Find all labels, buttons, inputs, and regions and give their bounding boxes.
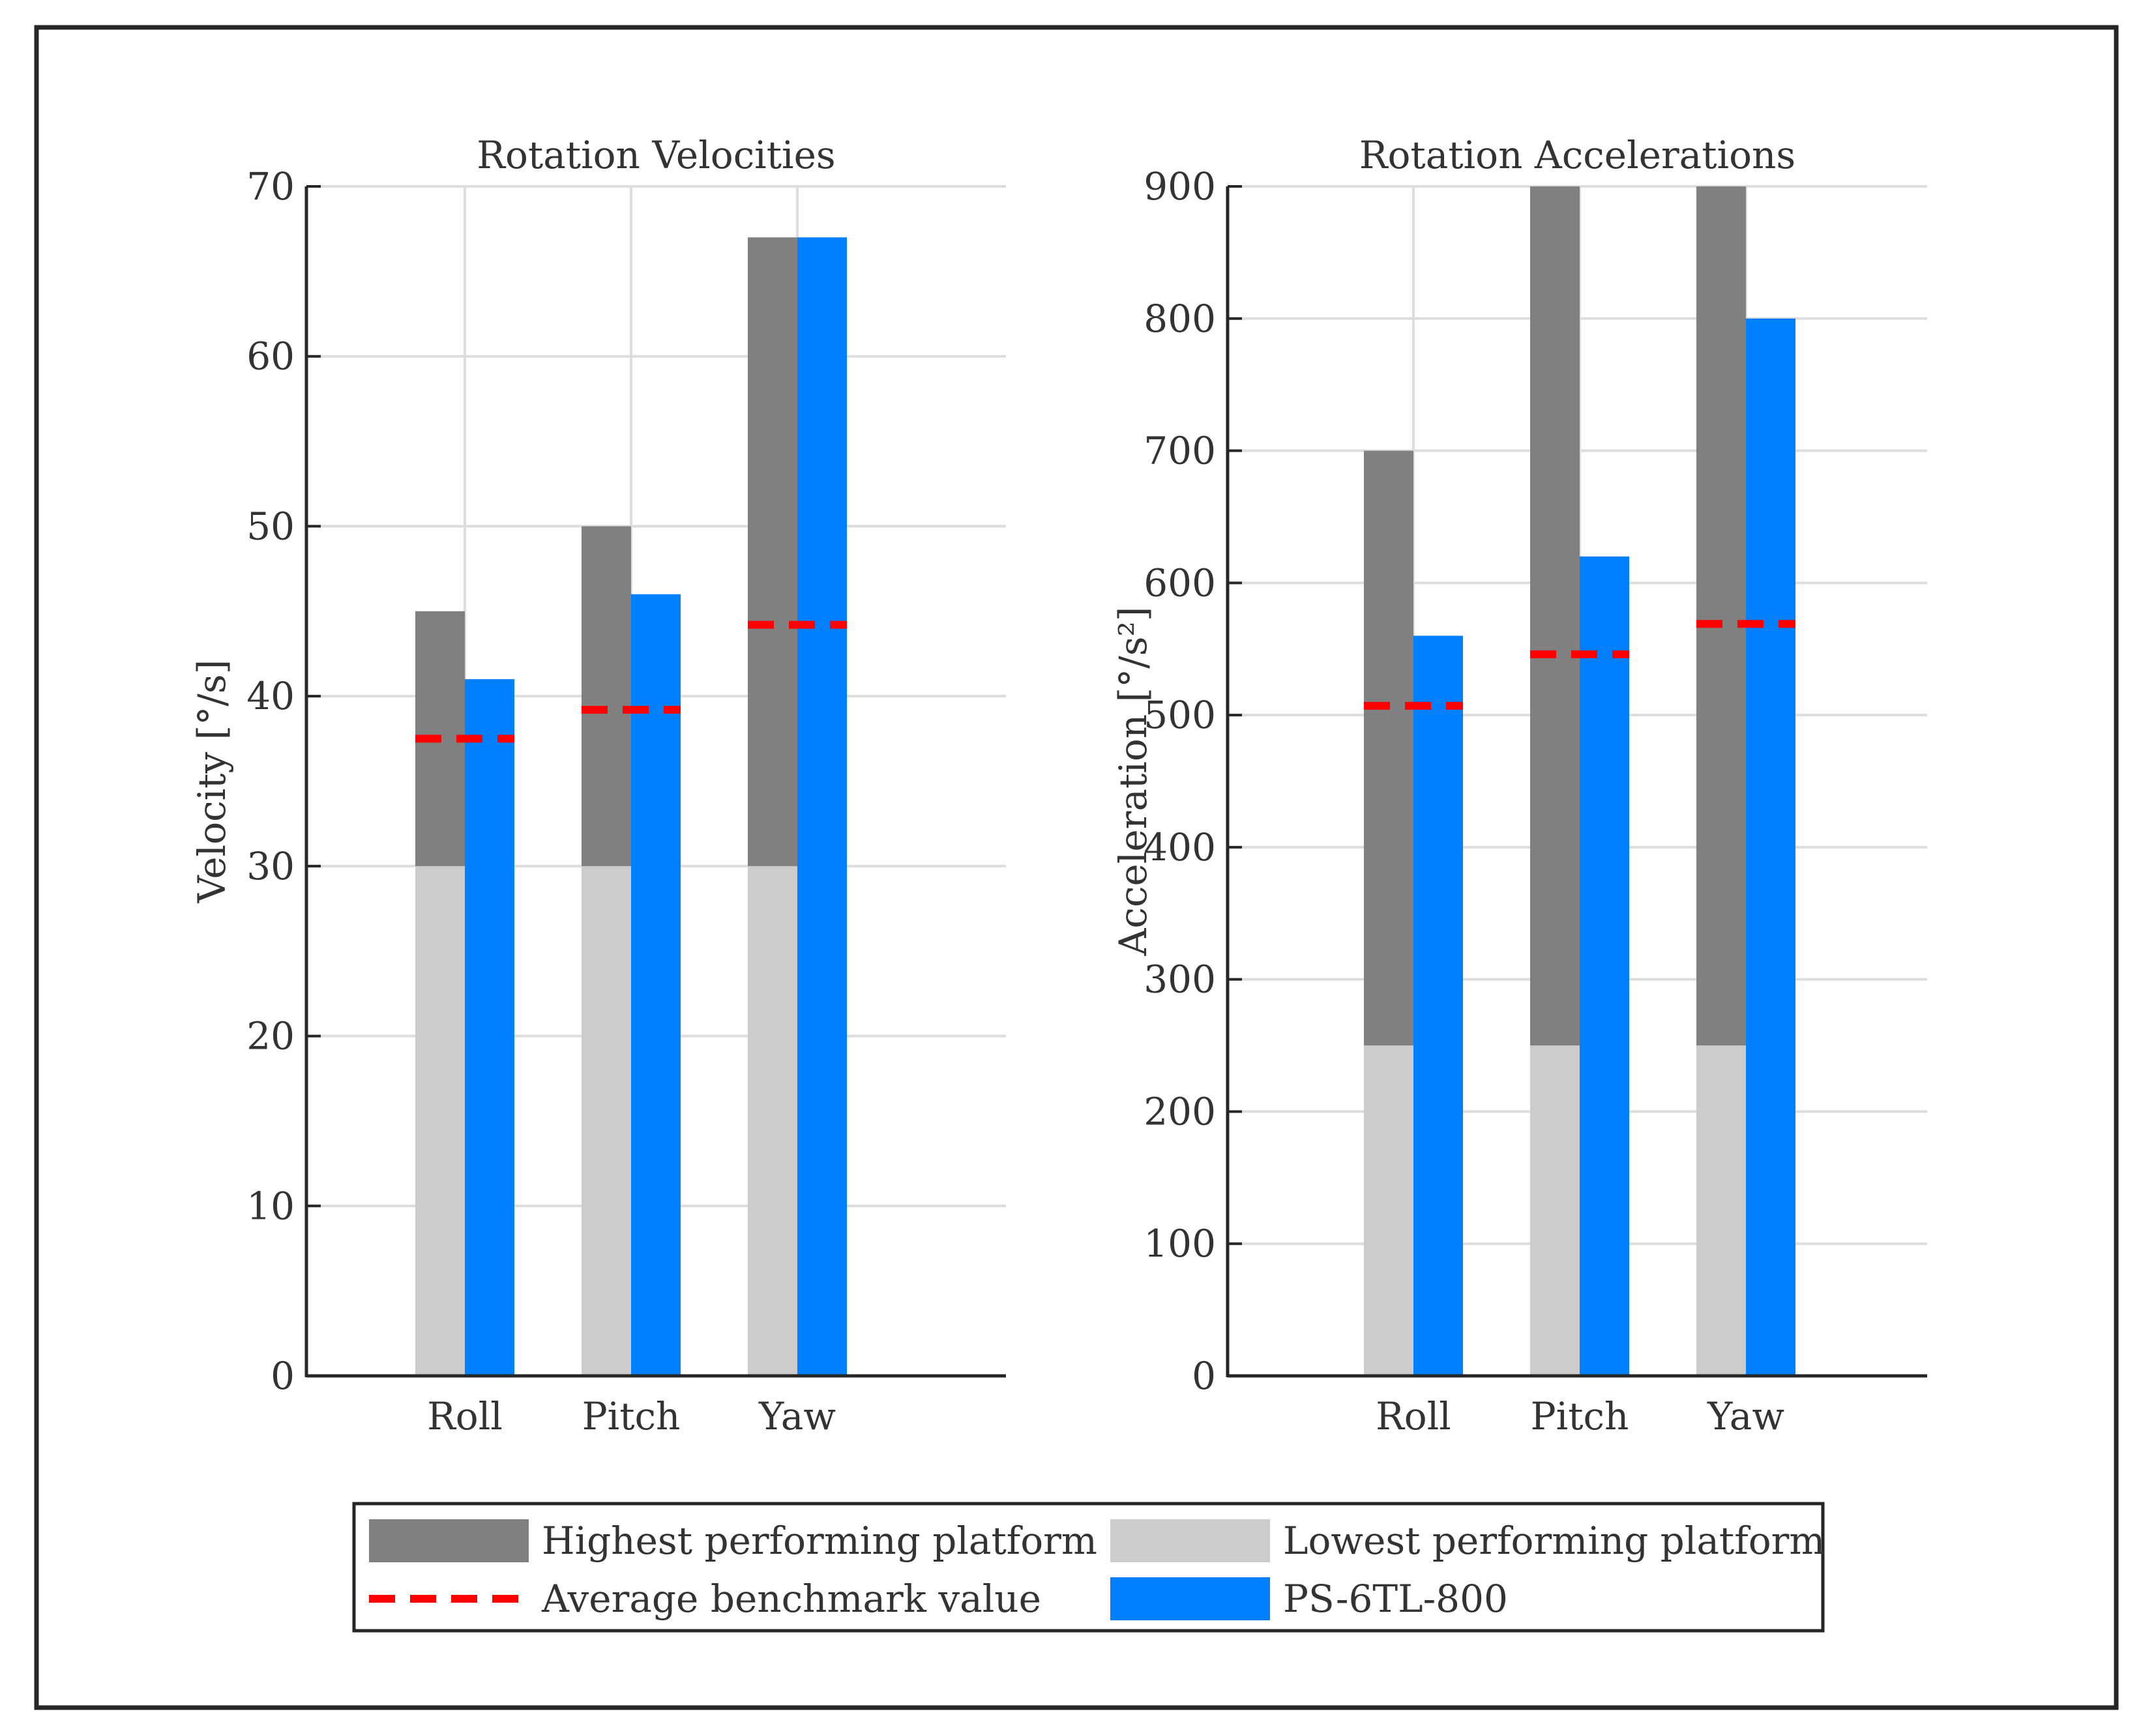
- bar-lowest-pitch: [1530, 1045, 1580, 1376]
- x-tick-label: Yaw: [758, 1394, 836, 1438]
- x-tick-label: Pitch: [582, 1394, 681, 1438]
- bar-lowest-yaw: [1696, 1045, 1746, 1376]
- x-tick-label: Pitch: [1531, 1394, 1629, 1438]
- y-tick-label: 60: [246, 334, 295, 379]
- acceleration-chart: Roll Pitch Yaw 0 100 200 300 400 500 600 700 800 900…: [1111, 133, 1927, 1438]
- y-tick-label: 700: [1144, 429, 1216, 473]
- y-tick-label: 100: [1144, 1221, 1216, 1266]
- figure-border: [34, 25, 2119, 1710]
- x-tick-label: Roll: [1376, 1394, 1451, 1438]
- bar-highest-yaw: [748, 237, 797, 866]
- y-tick-label: 900: [1144, 164, 1216, 209]
- legend-box: [352, 1502, 1825, 1633]
- legend-swatch-product: [1110, 1577, 1270, 1620]
- bar-lowest-roll: [1364, 1045, 1413, 1376]
- y-tick-label: 30: [246, 844, 295, 888]
- y-tick-label: 600: [1144, 561, 1216, 605]
- legend-label-highest: Highest performing platform: [542, 1519, 1097, 1563]
- bar-highest-yaw: [1696, 186, 1746, 1046]
- y-tick-label: 400: [1144, 825, 1216, 869]
- bar-product-yaw: [797, 237, 847, 1376]
- y-tick-label: 500: [1144, 693, 1216, 737]
- bar-product-yaw: [1746, 318, 1795, 1376]
- y-tick-label: 20: [246, 1014, 295, 1058]
- bar-product-pitch: [631, 594, 681, 1376]
- bar-highest-pitch: [582, 526, 631, 866]
- legend: Highest performing platform Lowest perfor…: [352, 1502, 1825, 1633]
- y-tick-label: 0: [271, 1354, 295, 1398]
- y-tick-label: 50: [246, 504, 295, 548]
- bar-product-pitch: [1580, 556, 1629, 1376]
- legend-label-benchmark: Average benchmark value: [541, 1577, 1041, 1621]
- bar-highest-pitch: [1530, 186, 1580, 1046]
- bar-product-roll: [1413, 635, 1463, 1376]
- y-tick-label: 200: [1144, 1089, 1216, 1133]
- chart-title: Rotation Velocities: [477, 133, 835, 177]
- y-tick-label: 70: [246, 164, 295, 209]
- y-tick-label: 0: [1192, 1354, 1216, 1398]
- bar-product-roll: [465, 679, 514, 1376]
- y-axis-label: Acceleration [°/s²]: [1111, 607, 1155, 957]
- legend-swatch-lowest: [1110, 1519, 1270, 1562]
- x-tick-label: Roll: [427, 1394, 503, 1438]
- bar-highest-roll: [1364, 450, 1413, 1046]
- chart-title: Rotation Accelerations: [1359, 133, 1795, 177]
- y-tick-label: 800: [1144, 297, 1216, 341]
- y-axis-label: Velocity [°/s]: [190, 660, 234, 903]
- legend-swatch-highest: [369, 1519, 529, 1562]
- legend-label-product: PS-6TL-800: [1283, 1577, 1508, 1621]
- y-tick-label: 10: [246, 1184, 295, 1228]
- bar-lowest-pitch: [582, 866, 631, 1376]
- y-tick-label: 300: [1144, 957, 1216, 1002]
- velocity-chart: Roll Pitch Yaw 0 10 20 30 40 50 60 70 Rotation Velo…: [190, 133, 1006, 1438]
- x-tick-label: Yaw: [1707, 1394, 1784, 1438]
- y-tick-label: 40: [246, 674, 295, 718]
- legend-label-lowest: Lowest performing platform: [1283, 1519, 1825, 1563]
- bar-lowest-roll: [415, 866, 465, 1376]
- bar-lowest-yaw: [748, 866, 797, 1376]
